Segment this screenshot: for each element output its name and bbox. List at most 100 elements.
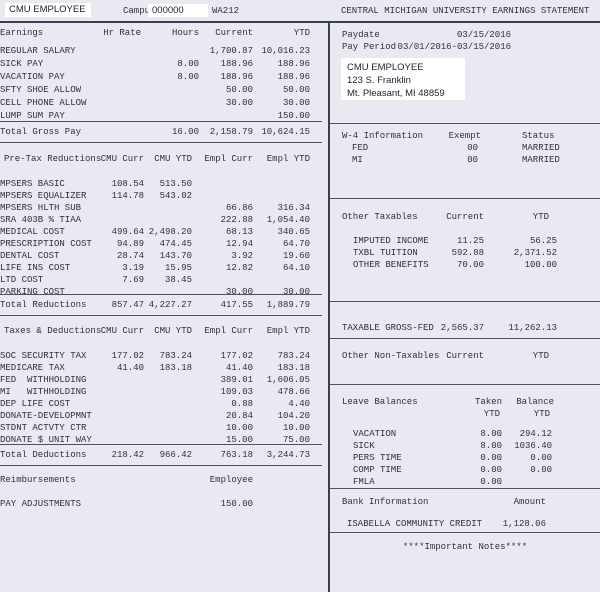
col-header: YTD bbox=[293, 28, 310, 38]
pay-period-label: Pay Period bbox=[342, 42, 397, 52]
row-taken: 0.00 bbox=[480, 453, 502, 463]
table-row: DENTAL COST 28.74 143.70 3.92 19.60 bbox=[0, 251, 310, 261]
column-divider bbox=[328, 22, 330, 592]
paydate-value: 03/15/2016 bbox=[456, 30, 511, 40]
total-reductions-row: Total Reductions 857.47 4,227.27 417.55 … bbox=[0, 300, 310, 310]
row-balance: 0.00 bbox=[530, 453, 552, 463]
w4-status: MARRIED bbox=[522, 143, 560, 153]
col-header: Current bbox=[446, 212, 484, 222]
col-header: Employee bbox=[209, 475, 253, 485]
col-header: Balance bbox=[516, 397, 554, 407]
table-row: LUMP SUM PAY 150.00 bbox=[0, 111, 310, 121]
taxes-header-row: Taxes & Deductions CMU Curr CMU YTD Empl… bbox=[0, 325, 322, 339]
total-gross-pay-band: Total Gross Pay 16.00 2,158.79 10,624.15 bbox=[0, 121, 322, 143]
section-divider bbox=[330, 384, 600, 385]
section-title: Taxes & Deductions bbox=[4, 326, 102, 336]
address-line: Mt. Pleasant, MI 48859 bbox=[347, 88, 445, 99]
taxable-gross-label: TAXABLE GROSS-FED bbox=[342, 323, 434, 333]
table-row: SRA 403B % TIAA 222.88 1,054.40 bbox=[0, 215, 310, 225]
col-header: Current bbox=[446, 351, 484, 361]
row-ytd: 56.25 bbox=[529, 236, 557, 246]
col-header: Taken bbox=[474, 397, 502, 407]
table-row: LTD COST 7.69 38.45 bbox=[0, 275, 192, 285]
row-current: 592.88 bbox=[451, 248, 484, 258]
pretax-reductions-table: Pre-Tax Reductions CMU Curr CMU YTD Empl… bbox=[0, 153, 322, 298]
row-taken: 0.00 bbox=[480, 465, 502, 475]
address-line: 123 S. Franklin bbox=[347, 75, 411, 86]
table-row: DEP LIFE COST 0.88 4.40 bbox=[0, 399, 310, 409]
row-balance: 294.12 bbox=[519, 429, 552, 439]
pretax-header-row: Pre-Tax Reductions CMU Curr CMU YTD Empl… bbox=[0, 153, 322, 167]
table-row: VACATION PAY 8.00 188.96 188.96 bbox=[0, 72, 310, 82]
col-subheader: YTD bbox=[483, 409, 500, 419]
row-balance bbox=[482, 476, 552, 488]
table-row: DONATE $ UNIT WAY 15.00 75.00 bbox=[0, 435, 310, 445]
col-header: Hr Rate bbox=[103, 28, 141, 38]
header-divider bbox=[0, 21, 600, 23]
total-label: Total Gross Pay bbox=[0, 127, 82, 137]
table-row: LIFE INS COST 3.19 15.95 12.82 64.10 bbox=[0, 263, 310, 273]
col-header: CMU Curr bbox=[100, 154, 144, 164]
table-row: MI WITHHOLDING 109.03 478.66 bbox=[0, 387, 310, 397]
row-ytd: 100.00 bbox=[524, 260, 557, 270]
taxable-gross-current: 2,565.37 bbox=[440, 323, 484, 333]
col-header: Amount bbox=[513, 497, 546, 507]
col-header: CMU Curr bbox=[100, 326, 144, 336]
section-divider bbox=[330, 532, 600, 533]
table-row: SICK PAY 8.00 188.96 188.96 bbox=[0, 59, 310, 69]
row-ytd: 2,371.52 bbox=[513, 248, 557, 258]
row-current: 70.00 bbox=[456, 260, 484, 270]
leave-balances-title: Leave Balances bbox=[342, 397, 418, 407]
table-row: DONATE-DEVELOPMNT 20.84 104.20 bbox=[0, 411, 310, 421]
paydate-label: Paydate bbox=[342, 30, 380, 40]
campus-id-label: CampusID: bbox=[123, 6, 172, 16]
col-header: Status bbox=[522, 131, 555, 141]
section-divider bbox=[330, 488, 600, 489]
table-row: SFTY SHOE ALLOW 50.00 50.00 bbox=[0, 85, 310, 95]
row-label: OTHER BENEFITS bbox=[353, 260, 429, 270]
row-balance: 1036.40 bbox=[514, 441, 552, 451]
campus-id-field[interactable]: 000000 bbox=[148, 4, 208, 17]
section-divider bbox=[330, 338, 600, 339]
earnings-header-row: Earnings Hr Rate Hours Current YTD bbox=[0, 27, 322, 45]
table-row: MPSERS BASIC 108.54 513.50 bbox=[0, 179, 192, 189]
other-taxables-title: Other Taxables bbox=[342, 212, 418, 222]
row-label: VACATION bbox=[353, 429, 397, 439]
table-row: PAY ADJUSTMENTS 150.00 bbox=[0, 499, 253, 509]
taxes-deductions-table: Taxes & Deductions CMU Curr CMU YTD Empl… bbox=[0, 325, 322, 446]
employee-address-box: CMU EMPLOYEE 123 S. Franklin Mt. Pleasan… bbox=[341, 58, 465, 100]
row-label: IMPUTED INCOME bbox=[353, 236, 429, 246]
section-divider bbox=[330, 123, 600, 124]
pay-period-value: 03/01/2016-03/15/2016 bbox=[397, 42, 511, 52]
table-row: MEDICARE TAX 41.40 183.18 41.40 183.18 bbox=[0, 363, 310, 373]
total-deductions-band: Total Deductions 218.42 966.42 763.18 3,… bbox=[0, 444, 322, 466]
w4-exempt: 00 bbox=[467, 143, 478, 153]
row-taken: 8.00 bbox=[480, 429, 502, 439]
col-header: Empl Curr bbox=[204, 154, 253, 164]
row-label: SICK bbox=[353, 441, 375, 451]
col-header: Hours bbox=[171, 28, 199, 38]
table-row: PRESCRIPTION COST 94.89 474.45 12.94 64.… bbox=[0, 239, 310, 249]
table-row: STDNT ACTVTY CTR 10.00 10.00 bbox=[0, 423, 310, 433]
address-line: CMU EMPLOYEE bbox=[347, 62, 424, 73]
w4-row-label: FED bbox=[352, 143, 369, 153]
table-row: CELL PHONE ALLOW 30.00 30.00 bbox=[0, 98, 310, 108]
row-balance: 0.00 bbox=[530, 465, 552, 475]
col-header: Current bbox=[215, 28, 253, 38]
section-title: Pre-Tax Reductions bbox=[4, 154, 102, 164]
table-row: MEDICAL COST 499.64 2,498.20 68.13 340.6… bbox=[0, 227, 310, 237]
col-header: Empl YTD bbox=[266, 154, 310, 164]
location-code: WA212 bbox=[212, 6, 240, 16]
employee-name-field[interactable]: CMU EMPLOYEE bbox=[5, 3, 91, 17]
table-row: MPSERS EQUALIZER 114.78 543.02 bbox=[0, 191, 192, 201]
table-row: PARKING COST 30.00 30.00 bbox=[0, 287, 310, 297]
col-header: YTD bbox=[532, 212, 549, 222]
section-title: Reimbursements bbox=[0, 475, 76, 485]
section-divider bbox=[330, 301, 600, 302]
row-label: PERS TIME bbox=[353, 453, 402, 463]
important-notes-title: ****Important Notes**** bbox=[402, 542, 528, 552]
row-label: COMP TIME bbox=[353, 465, 402, 475]
section-divider bbox=[330, 198, 600, 199]
w4-section-title: W-4 Information bbox=[342, 131, 424, 141]
